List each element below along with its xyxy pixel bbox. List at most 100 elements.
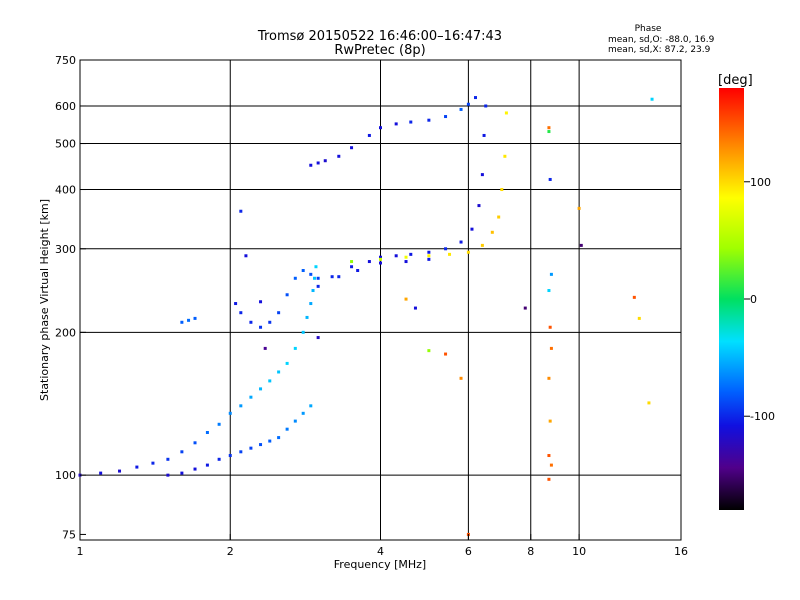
data-point <box>427 349 431 353</box>
data-point <box>427 118 431 122</box>
y-tick-label: 500 <box>55 138 76 151</box>
data-point <box>548 419 552 423</box>
data-points <box>78 96 654 536</box>
data-point <box>309 272 313 276</box>
data-point <box>480 243 484 247</box>
data-point <box>249 446 253 450</box>
data-point <box>404 297 408 301</box>
data-point <box>180 471 184 475</box>
data-point <box>356 269 360 273</box>
x-tick-label: 1 <box>77 545 84 558</box>
data-point <box>118 469 122 473</box>
data-point <box>293 346 297 350</box>
y-tick-label: 600 <box>55 100 76 113</box>
data-point <box>311 289 315 293</box>
data-point <box>151 461 155 465</box>
data-point <box>409 252 413 256</box>
data-point <box>166 473 170 477</box>
x-tick-label: 8 <box>527 545 534 558</box>
data-point <box>316 336 320 340</box>
data-point <box>330 275 334 279</box>
data-point <box>268 439 272 443</box>
colorbar-tick-label: 0 <box>750 293 757 306</box>
colorbar-label: [deg] <box>718 73 753 88</box>
data-point <box>503 154 507 158</box>
data-point <box>547 289 551 293</box>
data-point <box>470 227 474 231</box>
data-point <box>547 454 551 458</box>
data-point <box>259 387 263 391</box>
data-point <box>268 379 272 383</box>
data-point <box>549 272 553 276</box>
data-point <box>350 265 354 269</box>
data-point <box>187 318 191 322</box>
data-point <box>239 311 243 315</box>
data-point <box>180 450 184 454</box>
data-point <box>404 255 408 259</box>
data-point <box>314 265 318 269</box>
data-point <box>135 465 139 469</box>
colorbar-tick-label: 100 <box>750 176 771 189</box>
data-point <box>312 276 316 280</box>
data-point <box>427 257 431 261</box>
data-point <box>323 159 327 163</box>
data-point <box>277 370 281 374</box>
data-point <box>301 411 305 415</box>
data-point <box>193 316 197 320</box>
data-point <box>547 130 551 134</box>
data-point <box>547 126 551 130</box>
data-point <box>239 450 243 454</box>
data-point <box>316 161 320 165</box>
data-point <box>285 427 289 431</box>
data-point <box>277 311 281 315</box>
data-point <box>293 276 297 280</box>
y-tick-label: 300 <box>55 243 76 256</box>
x-tick-label: 16 <box>674 545 688 558</box>
data-point <box>579 243 583 247</box>
data-point <box>632 295 636 299</box>
x-tick-label: 2 <box>227 545 234 558</box>
data-point <box>523 306 527 310</box>
chart-title: Tromsø 20150522 16:46:00–16:47:43 <box>257 29 502 44</box>
x-tick-label: 10 <box>572 545 586 558</box>
y-tick-label: 100 <box>55 469 76 482</box>
data-point <box>459 107 463 111</box>
chart-subtitle: RwPretec (8p) <box>334 43 425 58</box>
axis-ticks: 1 2 4 6 8 10 16 75 100 200 300 400 500 600 750 <box>55 54 688 558</box>
data-point <box>228 411 232 415</box>
data-point <box>305 315 309 319</box>
data-point <box>647 401 651 405</box>
data-point <box>367 260 371 264</box>
data-point <box>239 209 243 213</box>
data-point <box>277 436 281 440</box>
data-point <box>482 133 486 137</box>
data-point <box>484 104 488 108</box>
data-point <box>490 230 494 234</box>
data-point <box>459 240 463 244</box>
stats-title: Phase <box>635 24 662 34</box>
data-point <box>239 404 243 408</box>
data-point <box>180 320 184 324</box>
data-point <box>413 306 417 310</box>
data-point <box>337 154 341 158</box>
data-point <box>547 477 551 481</box>
data-point <box>500 188 504 192</box>
data-point <box>459 376 463 380</box>
data-point <box>259 443 263 447</box>
data-point <box>316 284 320 288</box>
data-point <box>367 133 371 137</box>
data-point <box>548 177 552 181</box>
data-point <box>409 120 413 124</box>
y-tick-label: 75 <box>62 528 76 541</box>
data-point <box>217 457 221 461</box>
data-point <box>473 96 477 100</box>
data-point <box>504 111 508 115</box>
data-point <box>547 376 551 380</box>
data-point <box>404 260 408 264</box>
stats-line-x: mean, sd,X: 87.2, 23.9 <box>608 45 711 55</box>
data-point <box>259 300 263 304</box>
data-point <box>228 454 232 458</box>
data-point <box>193 441 197 445</box>
data-point <box>427 254 431 258</box>
